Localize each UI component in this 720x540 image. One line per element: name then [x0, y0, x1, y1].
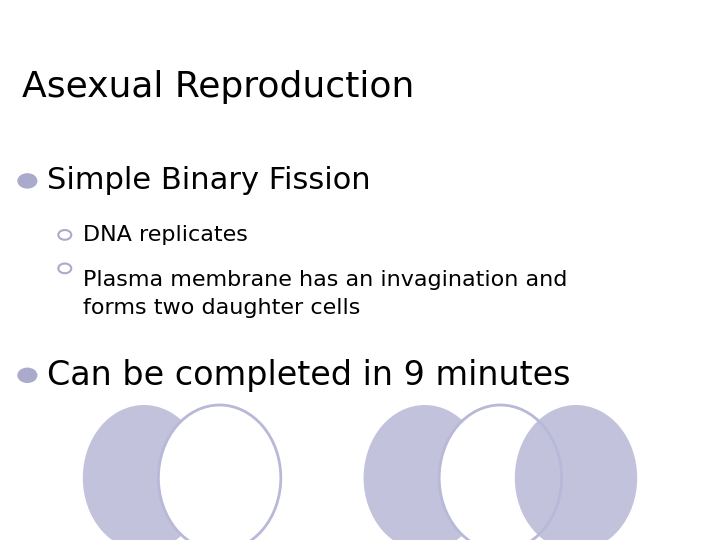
Ellipse shape: [515, 405, 637, 540]
Text: Simple Binary Fission: Simple Binary Fission: [47, 166, 370, 195]
Text: Asexual Reproduction: Asexual Reproduction: [22, 70, 414, 104]
Circle shape: [18, 174, 37, 188]
Text: DNA replicates: DNA replicates: [83, 225, 248, 245]
Circle shape: [18, 368, 37, 382]
Ellipse shape: [364, 405, 486, 540]
Text: Can be completed in 9 minutes: Can be completed in 9 minutes: [47, 359, 570, 392]
Text: Plasma membrane has an invagination and
forms two daughter cells: Plasma membrane has an invagination and …: [83, 271, 567, 318]
Ellipse shape: [83, 405, 205, 540]
Ellipse shape: [439, 405, 562, 540]
Ellipse shape: [158, 405, 281, 540]
